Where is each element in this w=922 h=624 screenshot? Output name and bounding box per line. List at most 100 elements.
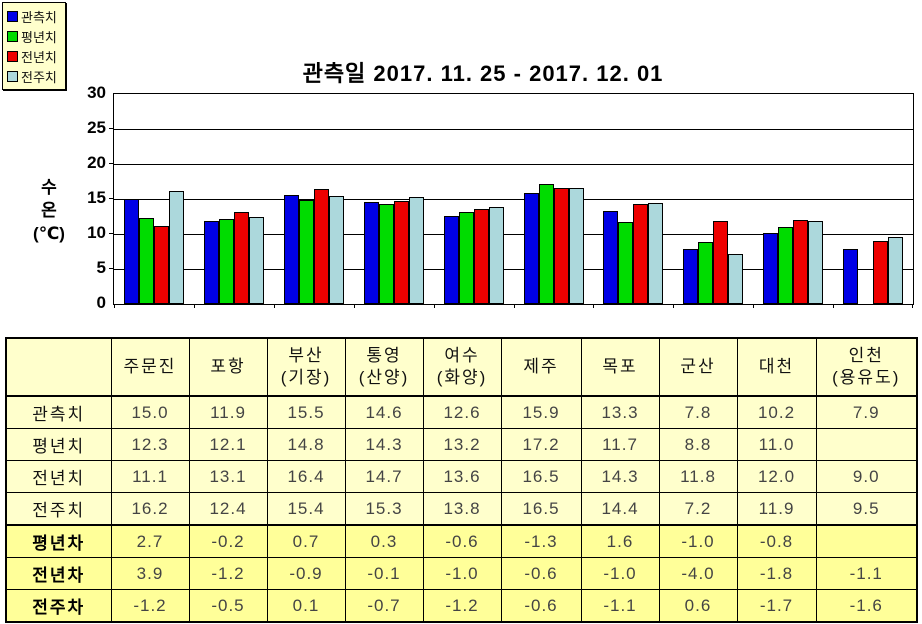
category-tick-mark — [753, 304, 755, 308]
table-cell: 17.2 — [500, 428, 582, 461]
table-cell: 9.0 — [815, 460, 918, 493]
table-cell: 0.3 — [344, 524, 424, 558]
gridline — [114, 199, 913, 200]
bar-관측치-목포 — [603, 211, 619, 304]
table-cell: 11.8 — [658, 460, 738, 493]
bar-전주치-부산(기장) — [328, 196, 344, 304]
table-cell: 2.7 — [110, 524, 190, 558]
y-tick-mark — [109, 128, 113, 129]
row-label: 전년차 — [5, 557, 112, 590]
bar-전주치-여수(화양) — [488, 207, 504, 304]
table-cell: -1.2 — [110, 589, 190, 623]
table-cell: 1.6 — [580, 524, 660, 558]
category-tick-mark — [912, 304, 913, 308]
table-cell: 12.6 — [422, 395, 502, 429]
table-cell: 16.4 — [266, 460, 346, 493]
category-tick-mark — [593, 304, 595, 308]
table-cell: -1.3 — [500, 524, 582, 558]
y-tick-label: 15 — [87, 188, 106, 207]
row-label: 전년치 — [5, 460, 112, 493]
chart-legend: 관측치 평년치 전년치 전주치 — [2, 2, 66, 90]
y-tick-label: 25 — [87, 118, 106, 137]
column-header: 여수 (화양) — [422, 337, 502, 397]
table-cell: -1.7 — [736, 589, 817, 623]
table-cell: 15.0 — [110, 395, 190, 429]
table-cell: 14.7 — [344, 460, 424, 493]
legend-swatch-icon — [7, 50, 18, 62]
bar-전주치-제주 — [568, 188, 584, 304]
bar-평년치-대천 — [778, 227, 794, 304]
table-cell: -1.2 — [422, 589, 502, 623]
table-cell: 16.5 — [500, 492, 582, 526]
table-cell: -1.0 — [422, 557, 502, 590]
table-cell: 13.2 — [422, 428, 502, 461]
bar-전년치-여수(화양) — [473, 209, 489, 304]
table-row-전주차: 전주차 -1.2 -0.5 0.1 -0.7 -1.2 -0.6 -1.1 0.6 -1.7 -1.… — [5, 589, 918, 623]
y-tick-mark — [109, 198, 113, 199]
table-cell: -1.6 — [815, 589, 918, 623]
bar-전년치-인천(용유도) — [873, 241, 889, 304]
bar-전년치-대천 — [793, 220, 809, 304]
table-cell: -0.5 — [188, 589, 268, 623]
column-header: 주문진 — [110, 337, 190, 397]
bar-평년치-부산(기장) — [298, 200, 314, 304]
row-label: 평년치 — [5, 428, 112, 461]
gridline — [114, 269, 913, 270]
table-cell: -1.0 — [658, 524, 738, 558]
table-cell: 14.3 — [580, 460, 660, 493]
table-cell: 14.4 — [580, 492, 660, 526]
bar-평년치-제주 — [538, 184, 554, 304]
bar-관측치-포항 — [203, 221, 219, 304]
table-row-전년치: 전년치 11.1 13.1 16.4 14.7 13.6 16.5 14.3 11.8 12.0 9… — [5, 460, 918, 493]
table-cell: 14.8 — [266, 428, 346, 461]
y-tick-label: 5 — [96, 258, 106, 277]
bar-전주치-군산 — [728, 254, 744, 304]
category-tick-mark — [673, 304, 675, 308]
table-cell: -1.8 — [736, 557, 817, 590]
category-tick-mark — [433, 304, 435, 308]
y-tick-label: 20 — [87, 153, 106, 172]
legend-swatch-icon — [7, 30, 18, 42]
bar-전주치-목포 — [648, 203, 664, 304]
legend-label: 전년치 — [21, 49, 57, 65]
bar-전년치-주문진 — [154, 226, 169, 304]
table-cell: -0.9 — [266, 557, 346, 590]
column-header: 목포 — [580, 337, 660, 397]
bar-관측치-인천(용유도) — [843, 249, 859, 304]
legend-swatch-icon — [7, 70, 18, 82]
y-axis-title: 수 온 (℃) — [18, 176, 80, 245]
table-row-관측치: 관측치 15.0 11.9 15.5 14.6 12.6 15.9 13.3 7.8 10.2 7.… — [5, 395, 918, 429]
bar-chart-plot-area — [113, 93, 914, 308]
table-cell: -0.6 — [500, 589, 582, 623]
column-header: 인천 (용유도) — [815, 337, 918, 397]
y-tick-mark — [109, 268, 113, 269]
table-cell: 13.6 — [422, 460, 502, 493]
bar-관측치-부산(기장) — [283, 195, 299, 304]
legend-swatch-icon — [7, 10, 18, 22]
column-header: 통영 (산양) — [344, 337, 424, 397]
bar-전년치-제주 — [553, 188, 569, 304]
bar-전년치-부산(기장) — [313, 189, 329, 304]
category-tick-mark — [353, 304, 355, 308]
table-cell: -0.7 — [344, 589, 424, 623]
table-cell: 7.9 — [815, 395, 918, 429]
y-axis-title-line: (℃) — [33, 224, 65, 243]
bar-전년치-군산 — [713, 221, 729, 304]
bar-평년치-통영(산양) — [378, 204, 394, 304]
row-label: 전주치 — [5, 492, 112, 526]
category-tick-mark — [114, 304, 115, 308]
category-tick-mark — [833, 304, 835, 308]
table-corner-cell — [5, 337, 112, 397]
table-cell: -0.6 — [422, 524, 502, 558]
bar-전주치-통영(산양) — [408, 197, 424, 304]
table-cell: 15.5 — [266, 395, 346, 429]
table-row-평년차: 평년차 2.7 -0.2 0.7 0.3 -0.6 -1.3 1.6 -1.0 -0.8 — [5, 524, 918, 558]
table-cell: -0.6 — [500, 557, 582, 590]
table-cell — [815, 428, 918, 461]
table-cell: 0.6 — [658, 589, 738, 623]
gridline — [114, 129, 913, 130]
table-cell — [815, 524, 918, 558]
y-axis-title-line: 수 — [41, 178, 57, 197]
table-cell: 0.7 — [266, 524, 346, 558]
